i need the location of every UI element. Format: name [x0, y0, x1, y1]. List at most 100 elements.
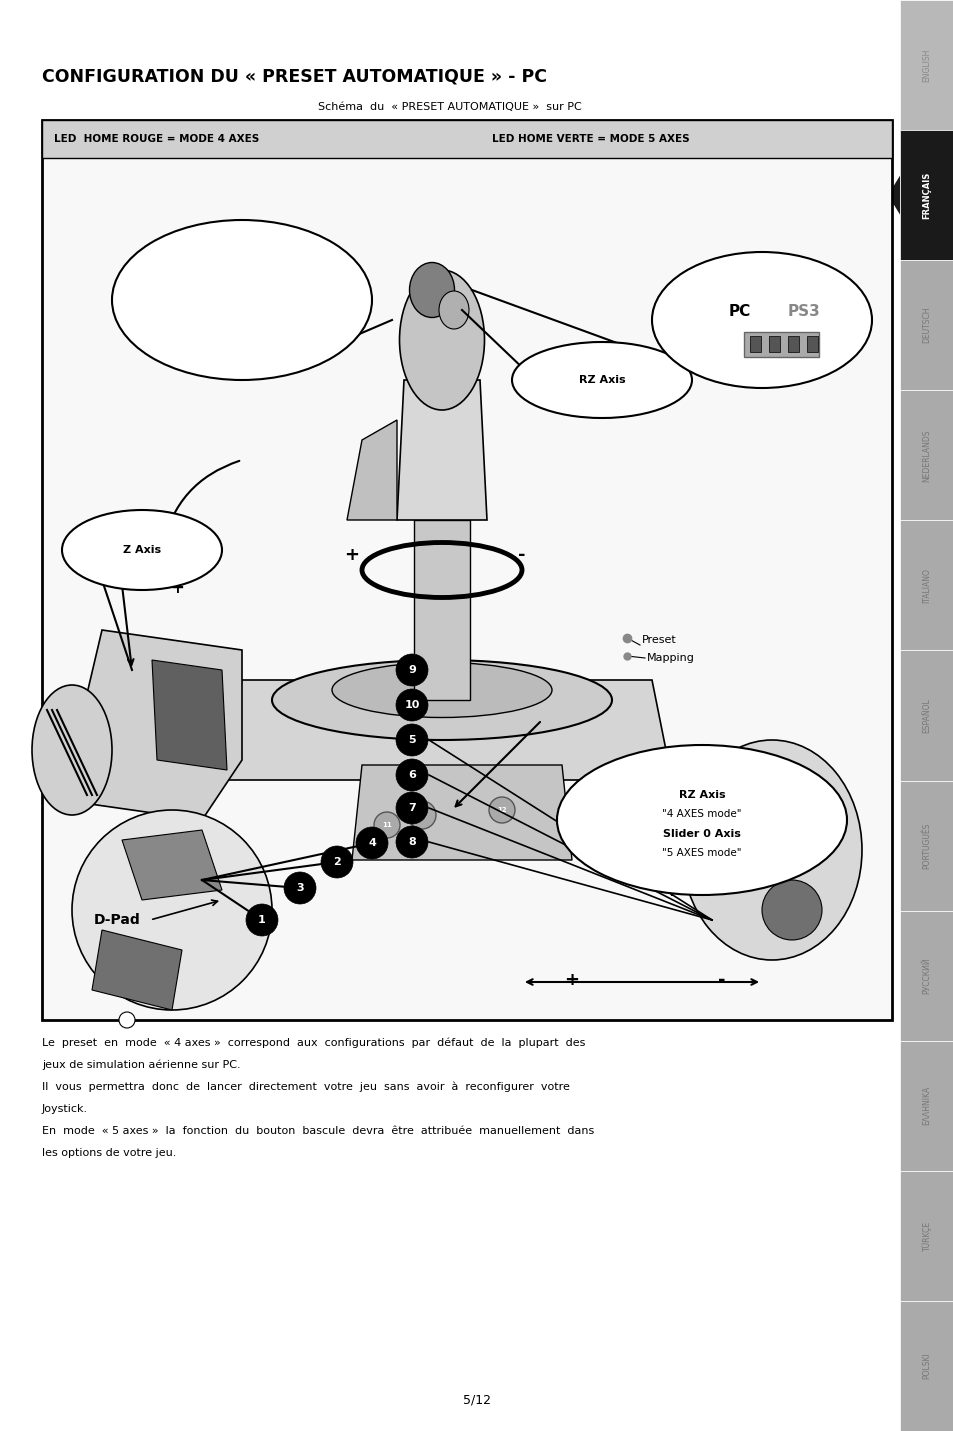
- Bar: [787, 336, 799, 352]
- Text: RZ Axis: RZ Axis: [578, 375, 624, 385]
- Bar: [414, 519, 470, 700]
- Bar: [899, 1040, 953, 1171]
- Text: 11: 11: [382, 821, 392, 829]
- Bar: [42, 120, 891, 157]
- Text: ESPAÑOL: ESPAÑOL: [922, 698, 930, 733]
- Text: 9: 9: [408, 665, 416, 675]
- Text: ΕΛΛΗΝΙΚΑ: ΕΛΛΗΝΙΚΑ: [922, 1086, 930, 1125]
- Polygon shape: [222, 680, 671, 780]
- Text: Il  vous  permettra  donc  de  lancer  directement  votre  jeu  sans  avoir  à  : Il vous permettra donc de lancer directe…: [42, 1082, 569, 1092]
- Text: D-Pad: D-Pad: [94, 913, 141, 927]
- Ellipse shape: [761, 880, 821, 940]
- Bar: [899, 130, 953, 260]
- Bar: [899, 391, 953, 521]
- Text: +: +: [564, 972, 578, 989]
- Circle shape: [246, 904, 277, 936]
- Text: ▪ Y Axis: ▪ Y Axis: [223, 235, 267, 245]
- Ellipse shape: [409, 262, 454, 318]
- Text: 3: 3: [295, 883, 303, 893]
- Ellipse shape: [399, 270, 484, 411]
- Ellipse shape: [62, 509, 222, 590]
- Circle shape: [119, 1012, 135, 1027]
- Text: 12: 12: [497, 807, 506, 813]
- Ellipse shape: [681, 740, 862, 960]
- Circle shape: [284, 871, 315, 904]
- Text: FRANÇAIS: FRANÇAIS: [922, 172, 930, 219]
- Text: PS3: PS3: [787, 305, 820, 319]
- Bar: [899, 651, 953, 780]
- Circle shape: [395, 724, 428, 756]
- Polygon shape: [352, 766, 572, 860]
- Circle shape: [395, 826, 428, 859]
- Text: X Axis: X Axis: [192, 313, 226, 323]
- Text: "4 AXES mode": "4 AXES mode": [661, 809, 741, 819]
- Text: POLSKI: POLSKI: [922, 1352, 930, 1379]
- Text: 8: 8: [408, 837, 416, 847]
- Bar: [899, 1301, 953, 1431]
- Text: Mapping: Mapping: [646, 653, 694, 663]
- Text: 5/12: 5/12: [462, 1394, 491, 1407]
- Bar: [899, 910, 953, 1040]
- Text: LED HOME VERTE = MODE 5 AXES: LED HOME VERTE = MODE 5 AXES: [492, 135, 689, 145]
- Text: РУССКИЙ: РУССКИЙ: [922, 957, 930, 995]
- Ellipse shape: [71, 810, 272, 1010]
- Text: ENGLISH: ENGLISH: [922, 49, 930, 82]
- Circle shape: [395, 791, 428, 824]
- Polygon shape: [122, 830, 222, 900]
- Text: Preset: Preset: [641, 635, 676, 645]
- Text: Slider 0 Axis: Slider 0 Axis: [662, 829, 740, 839]
- Text: -: -: [517, 547, 525, 564]
- Text: Z Axis: Z Axis: [123, 545, 161, 555]
- Text: PS: PS: [416, 811, 427, 819]
- Text: PS3: PS3: [787, 305, 820, 319]
- Text: En  mode  « 5 axes »  la  fonction  du  bouton  bascule  devra  être  attribuée : En mode « 5 axes » la fonction du bouton…: [42, 1126, 594, 1136]
- Text: +: +: [170, 580, 184, 597]
- Text: -: -: [177, 296, 183, 311]
- Bar: [899, 260, 953, 391]
- Bar: [806, 336, 817, 352]
- Text: +: +: [239, 355, 251, 369]
- Ellipse shape: [557, 746, 846, 894]
- Polygon shape: [347, 421, 396, 519]
- Text: PC: PC: [728, 305, 750, 319]
- Text: NEDERLANDS: NEDERLANDS: [922, 429, 930, 482]
- Polygon shape: [91, 930, 182, 1010]
- Bar: [743, 332, 818, 356]
- Circle shape: [395, 758, 428, 791]
- Text: TÜRKÇE: TÜRKÇE: [922, 1221, 931, 1251]
- Bar: [768, 336, 780, 352]
- Ellipse shape: [332, 663, 552, 717]
- Bar: [152, 519, 173, 555]
- Ellipse shape: [32, 685, 112, 816]
- Circle shape: [374, 811, 399, 839]
- Text: "5 AXES mode": "5 AXES mode": [661, 849, 741, 859]
- Bar: [899, 0, 953, 130]
- Text: CONFIGURATION DU « PRESET AUTOMATIQUE » - PC: CONFIGURATION DU « PRESET AUTOMATIQUE » …: [42, 69, 546, 86]
- Text: Le  preset  en  mode  « 4 axes »  correspond  aux  configurations  par  défaut  : Le preset en mode « 4 axes » correspond …: [42, 1037, 585, 1049]
- Text: -: -: [84, 570, 91, 587]
- Text: 5: 5: [408, 736, 416, 746]
- Circle shape: [489, 797, 515, 823]
- Ellipse shape: [651, 252, 871, 388]
- Text: 1: 1: [258, 914, 266, 924]
- Text: 2: 2: [333, 857, 340, 867]
- Text: PC: PC: [728, 305, 750, 319]
- Polygon shape: [62, 630, 242, 820]
- Text: 10: 10: [404, 700, 419, 710]
- Text: PORTUGUÊS: PORTUGUÊS: [922, 823, 930, 869]
- Text: +: +: [298, 296, 310, 311]
- Text: +: +: [344, 547, 359, 564]
- Bar: [899, 1171, 953, 1301]
- Text: Schéma  du  « PRESET AUTOMATIQUE »  sur PC: Schéma du « PRESET AUTOMATIQUE » sur PC: [317, 102, 581, 112]
- Text: ITALIANO: ITALIANO: [922, 568, 930, 602]
- Bar: [749, 336, 760, 352]
- Text: DEUTSCH: DEUTSCH: [922, 308, 930, 343]
- Ellipse shape: [711, 790, 791, 870]
- Circle shape: [320, 846, 353, 879]
- Polygon shape: [396, 381, 486, 519]
- Text: LED  HOME ROUGE = MODE 4 AXES: LED HOME ROUGE = MODE 4 AXES: [54, 135, 259, 145]
- Circle shape: [408, 801, 436, 829]
- Circle shape: [355, 827, 388, 859]
- Text: RZ Axis: RZ Axis: [678, 790, 724, 800]
- Circle shape: [395, 688, 428, 721]
